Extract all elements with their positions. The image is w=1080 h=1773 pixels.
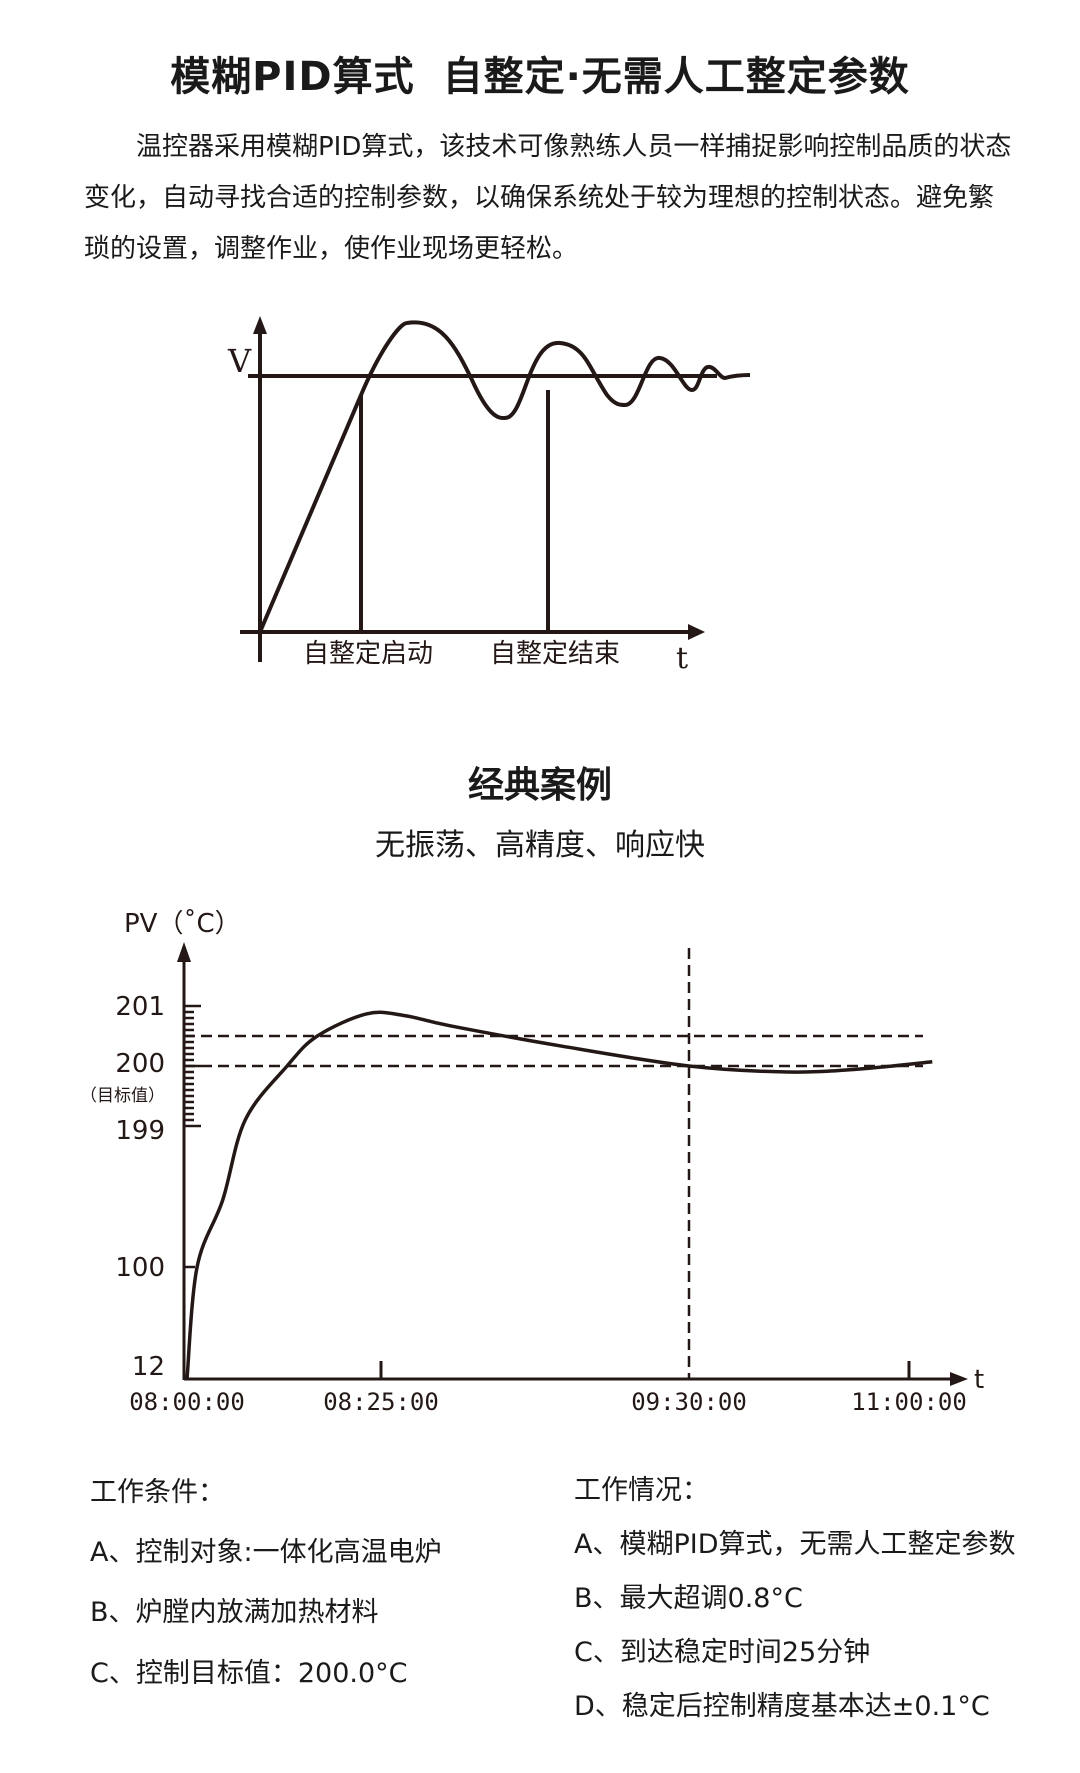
y-tick-label: 199: [115, 1116, 165, 1146]
case-title: 经典案例: [467, 765, 612, 806]
minor-ticks: [184, 1004, 201, 1269]
result-item: C、到达稳定时间25分钟: [574, 1637, 871, 1668]
result-item: D、稳定后控制精度基本达±0.1°C: [574, 1691, 990, 1722]
autotune-diagram: V t 自整定启动 自整定结束: [227, 316, 751, 676]
y-tick-label: 201: [115, 992, 165, 1022]
x-tick-label: 11:00:00: [851, 1388, 967, 1416]
condition-item: A、控制对象:一体化高温电炉: [90, 1537, 442, 1568]
y-tick-label: 100: [115, 1253, 165, 1283]
autotune-end-label: 自整定结束: [490, 639, 620, 669]
v-axis-arrow: [253, 316, 267, 334]
pv-series-line: [185, 1010, 933, 1380]
y-axis-arrow: [177, 942, 191, 962]
target-note: （目标值）: [80, 1086, 165, 1106]
title-part-1: 模糊PID算式: [170, 54, 415, 100]
title-part-2: 自整定·无需人工整定参数: [442, 54, 910, 100]
x-tick-label: 09:30:00: [631, 1388, 747, 1416]
conditions-heading: 工作条件：: [90, 1477, 225, 1508]
t-axis-arrow: [688, 624, 705, 640]
t-label: t: [676, 641, 688, 676]
autotune-start-label: 自整定启动: [303, 639, 433, 669]
x-axis-label: t: [974, 1365, 984, 1395]
results-heading: 工作情况：: [574, 1475, 709, 1506]
condition-item: C、控制目标值：200.0°C: [90, 1658, 408, 1689]
y-axis-label: PV（˚C）: [124, 909, 241, 939]
x-tick-label: 08:00:00: [129, 1388, 245, 1416]
intro-paragraph: 温控器采用模糊PID算式，该技术可像熟练人员一样捕捉影响控制品质的状态变化，自动…: [84, 132, 1012, 264]
reference-lines: [184, 948, 923, 1379]
result-item: B、最大超调0.8°C: [574, 1583, 803, 1614]
case-subtitle: 无振荡、高精度、响应快: [375, 828, 705, 863]
pv-chart: 201 200 199 100 12 08:00:00 08:25:00 09:30:00 11…: [80, 909, 984, 1416]
x-tick-label: 08:25:00: [323, 1388, 439, 1416]
condition-item: B、炉膛内放满加热材料: [90, 1597, 379, 1628]
v-label: V: [227, 342, 252, 380]
y-tick-label: 200: [115, 1049, 165, 1079]
page-title: 模糊PID算式 自整定·无需人工整定参数: [0, 44, 1080, 102]
x-axis-arrow: [950, 1372, 968, 1386]
response-curve: [258, 320, 751, 633]
result-item: A、模糊PID算式，无需人工整定参数: [574, 1529, 1016, 1560]
y-tick-label: 12: [132, 1352, 165, 1382]
